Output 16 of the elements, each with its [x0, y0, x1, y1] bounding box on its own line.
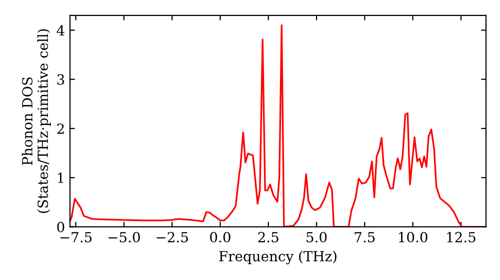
y-tick-label: 2	[57, 123, 64, 134]
x-tick-label: 5.0	[306, 232, 327, 242]
x-tick-label: −2.5	[156, 232, 188, 242]
y-tick-label: 3	[57, 74, 64, 85]
x-tick-label: −7.5	[60, 232, 92, 242]
y-tick-label: 1	[58, 172, 64, 183]
x-tick-label: 10.0	[399, 232, 428, 242]
x-axis-title: Frequency (THz)	[219, 250, 336, 264]
y-tick-label: 4	[56, 25, 64, 36]
x-tick-label: 0.0	[210, 232, 230, 242]
x-tick-label: 2.5	[258, 232, 278, 242]
x-tick-label: 7.5	[354, 232, 375, 242]
y-tick-label: 0	[57, 222, 64, 232]
y-axis-title: Phonon DOS (States/THz·primitive cell)	[22, 29, 51, 213]
x-tick-label: −5.0	[108, 232, 140, 242]
x-tick-label: 12.5	[447, 232, 476, 242]
